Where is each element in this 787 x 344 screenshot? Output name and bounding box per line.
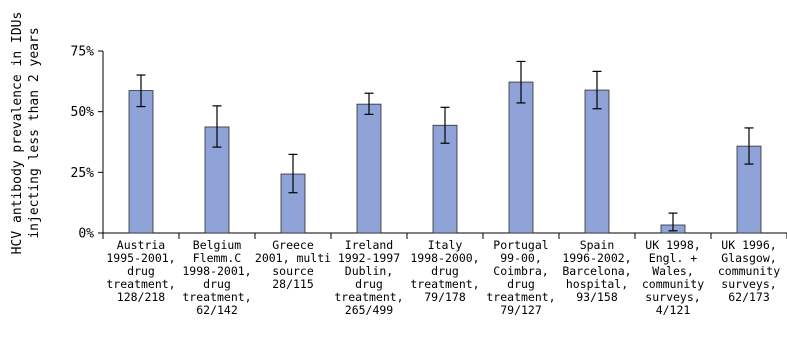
y-axis-label-line: injecting less than 2 years [27, 27, 42, 238]
category-label-line: surveys, [721, 277, 776, 291]
y-tick-label: 75% [71, 45, 95, 60]
category-label-line: Coimbra, [493, 264, 548, 278]
category-label-line: 2001, multi [255, 251, 331, 265]
category-label-line: Glasgow, [721, 251, 776, 265]
category-label-line: 1995-2001, [106, 251, 175, 265]
category-label: Greece 2001, multi source 28/115 [255, 238, 331, 291]
category-label-line: 4/121 [656, 303, 691, 317]
category-label-line: 265/499 [345, 303, 394, 317]
category-label-line: Austria [117, 238, 165, 252]
category-label-line: UK 1998, [645, 238, 700, 252]
category-label-line: 99-00, [500, 251, 542, 265]
category-label-line: 62/142 [196, 303, 238, 317]
bar [128, 90, 154, 234]
category-label-line: 1992-1997 [338, 251, 400, 265]
category-label: UK 1998, Engl. + Wales, community surveys, 4/… [642, 238, 704, 317]
category-label-line: UK 1996, [721, 238, 776, 252]
category-label: Italy 1998-2000, drug treatment, 79/178 [410, 238, 479, 304]
category-label-line: treatment, [410, 277, 479, 291]
category-label: Spain 1996-2002, Barcelona, hospital, 93/158 [562, 238, 631, 304]
category-label-line: 93/158 [576, 290, 618, 304]
y-tick-label: 50% [71, 105, 95, 120]
bar [356, 103, 382, 234]
category-label-line: drug [127, 264, 155, 278]
category-label: Austria 1995-2001, drug treatment, 128/218 [106, 238, 175, 304]
category-label-line: community [642, 277, 704, 291]
category-label-line: drug [355, 277, 383, 291]
category-label-line: Ireland [345, 238, 393, 252]
category-label-line: treatment, [182, 290, 251, 304]
category-label-line: Greece [272, 238, 314, 252]
category-label: Portugal 99-00, Coimbra, drug treatment, 79/1… [486, 238, 555, 317]
category-label-line: 28/115 [272, 277, 314, 291]
category-label: Ireland 1992-1997 Dublin, drug treatment, 265… [334, 238, 403, 317]
y-tick-label: 25% [71, 166, 95, 181]
category-label-line: 62/173 [728, 290, 770, 304]
category-label-line: Spain [580, 238, 615, 252]
category-label-line: Flemm.C [193, 251, 242, 265]
category-label-line: Italy [428, 238, 463, 252]
category-label-line: community [718, 264, 780, 278]
category-label-line: 1996-2002, [562, 251, 631, 265]
category-label-line: Barcelona, [562, 264, 631, 278]
category-label-line: Portugal [493, 238, 548, 252]
category-label-line: Engl. + [649, 251, 698, 265]
category-label: UK 1996, Glasgow, community surveys, 62/173 [718, 238, 780, 304]
category-label-line: 1998-2000, [410, 251, 479, 265]
category-label-line: Dublin, [345, 264, 393, 278]
category-label-line: treatment, [106, 277, 175, 291]
category-label-line: 128/218 [117, 290, 166, 304]
category-label-line: 79/178 [424, 290, 466, 304]
category-label-line: 79/127 [500, 303, 542, 317]
y-tick-label: 0% [78, 227, 94, 242]
bar [508, 81, 534, 234]
category-label-line: Belgium [193, 238, 242, 252]
y-axis-label-line: HCV antibody prevalence in IDUs [10, 12, 25, 255]
category-label-line: drug [203, 277, 231, 291]
bar [584, 89, 610, 234]
category-label-line: drug [507, 277, 535, 291]
category-label-line: drug [431, 264, 459, 278]
category-label-line: hospital, [566, 277, 628, 291]
category-label-line: surveys, [645, 290, 700, 304]
category-label-line: treatment, [486, 290, 555, 304]
category-label-line: treatment, [334, 290, 403, 304]
category-label-line: source [272, 264, 314, 278]
category-label: Belgium Flemm.C 1998-2001, drug treatment, 62… [182, 238, 251, 317]
category-label-line: 1998-2001, [182, 264, 251, 278]
category-label-line: Wales, [652, 264, 694, 278]
